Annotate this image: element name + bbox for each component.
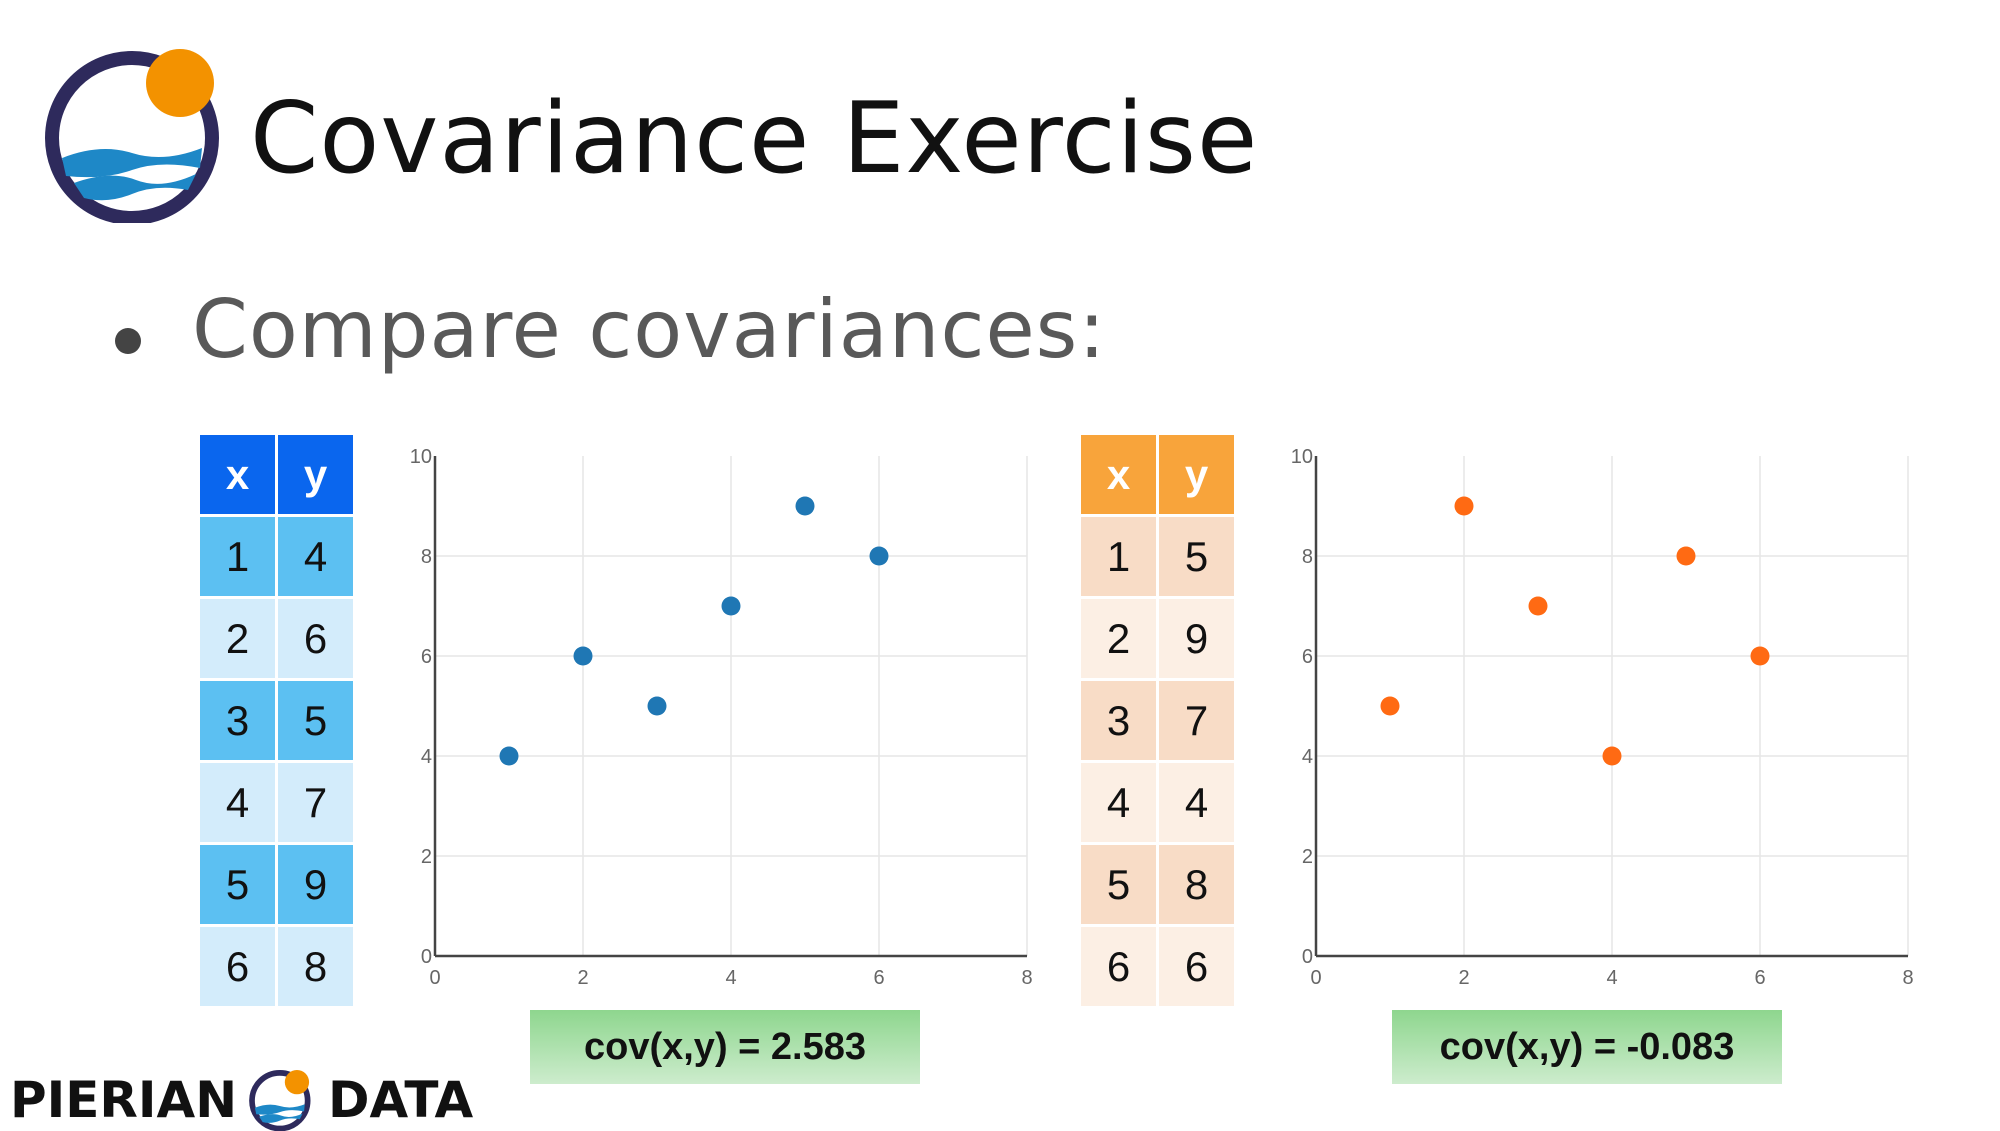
table-cell-x: 5 [200,845,275,924]
table-row: 3 5 [200,681,353,760]
data-point[interactable] [721,596,741,616]
table-cell-y: 4 [1159,763,1234,842]
brand-name-right: DATA [328,1071,474,1129]
data-point[interactable] [1750,646,1770,666]
brand-name-left: PIERIAN [10,1071,238,1129]
page-title: Covariance Exercise [250,82,1259,196]
data-table-negative: x y 1 5 2 9 3 7 4 4 5 8 6 6 [1078,432,1237,1009]
x-tick-label: 8 [1902,967,1913,989]
x-tick-label: 4 [725,967,736,989]
table-row: 1 4 [200,517,353,596]
data-point[interactable] [1380,696,1400,716]
x-tick-label: 2 [577,967,588,989]
table-cell-x: 2 [1081,599,1156,678]
data-point[interactable] [499,746,519,766]
table-cell-y: 7 [278,763,353,842]
table-cell-x: 6 [200,927,275,1006]
table-cell-x: 1 [1081,517,1156,596]
x-tick-label: 0 [1310,967,1321,989]
table-cell-y: 9 [278,845,353,924]
table-header-x: x [200,435,275,514]
table-row: 4 7 [200,763,353,842]
table-cell-x: 5 [1081,845,1156,924]
y-tick-label: 0 [1302,946,1313,968]
covariance-label-positive: cov(x,y) = 2.583 [530,1010,920,1084]
brand-logo-icon [249,1069,311,1131]
table-row: 3 7 [1081,681,1234,760]
y-tick-label: 2 [421,846,432,868]
pierian-logo-icon [45,49,219,223]
x-tick-label: 4 [1606,967,1617,989]
table-row: 6 6 [1081,927,1234,1006]
y-tick-label: 8 [421,546,432,568]
table-row: 4 4 [1081,763,1234,842]
table-row: 5 8 [1081,845,1234,924]
table-cell-y: 9 [1159,599,1234,678]
table-cell-x: 2 [200,599,275,678]
y-tick-label: 6 [1302,646,1313,668]
table-cell-y: 6 [278,599,353,678]
table-header-x: x [1081,435,1156,514]
bullet-point-icon [115,328,141,354]
table-cell-y: 6 [1159,927,1234,1006]
table-cell-x: 6 [1081,927,1156,1006]
table-cell-y: 4 [278,517,353,596]
scatter-chart-negative: 0 2 4 6 8 0 2 4 6 8 10 [1291,446,1914,989]
scatter-chart-positive: 0 2 4 6 8 0 2 4 6 8 10 [410,446,1033,989]
table-cell-y: 8 [278,927,353,1006]
data-table-positive: x y 1 4 2 6 3 5 4 7 5 9 6 8 [197,432,356,1009]
covariance-label-negative: cov(x,y) = -0.083 [1392,1010,1782,1084]
table-cell-x: 3 [200,681,275,760]
table-row: 6 8 [200,927,353,1006]
data-point[interactable] [869,546,889,566]
table-cell-y: 5 [1159,517,1234,596]
y-tick-label: 8 [1302,546,1313,568]
table-cell-x: 4 [200,763,275,842]
y-tick-label: 0 [421,946,432,968]
table-cell-x: 1 [200,517,275,596]
x-tick-label: 0 [429,967,440,989]
data-point[interactable] [795,496,815,516]
data-point[interactable] [1528,596,1548,616]
table-cell-y: 8 [1159,845,1234,924]
table-header-row: x y [1081,435,1234,514]
bullet-text: Compare covariances: [192,283,1107,376]
table-cell-y: 7 [1159,681,1234,760]
y-tick-label: 2 [1302,846,1313,868]
y-tick-label: 4 [421,746,432,768]
y-tick-label: 10 [1291,446,1313,468]
table-header-y: y [1159,435,1234,514]
y-tick-label: 10 [410,446,432,468]
x-tick-label: 8 [1021,967,1032,989]
data-point[interactable] [573,646,593,666]
table-row: 2 6 [200,599,353,678]
data-point[interactable] [1602,746,1622,766]
table-header-y: y [278,435,353,514]
table-cell-x: 4 [1081,763,1156,842]
data-point[interactable] [1454,496,1474,516]
data-point[interactable] [1676,546,1696,566]
x-tick-label: 2 [1458,967,1469,989]
y-tick-label: 6 [421,646,432,668]
x-tick-label: 6 [1754,967,1765,989]
table-cell-y: 5 [278,681,353,760]
table-cell-x: 3 [1081,681,1156,760]
data-point[interactable] [647,696,667,716]
table-header-row: x y [200,435,353,514]
table-row: 2 9 [1081,599,1234,678]
x-tick-label: 6 [873,967,884,989]
table-row: 5 9 [200,845,353,924]
y-tick-label: 4 [1302,746,1313,768]
table-row: 1 5 [1081,517,1234,596]
